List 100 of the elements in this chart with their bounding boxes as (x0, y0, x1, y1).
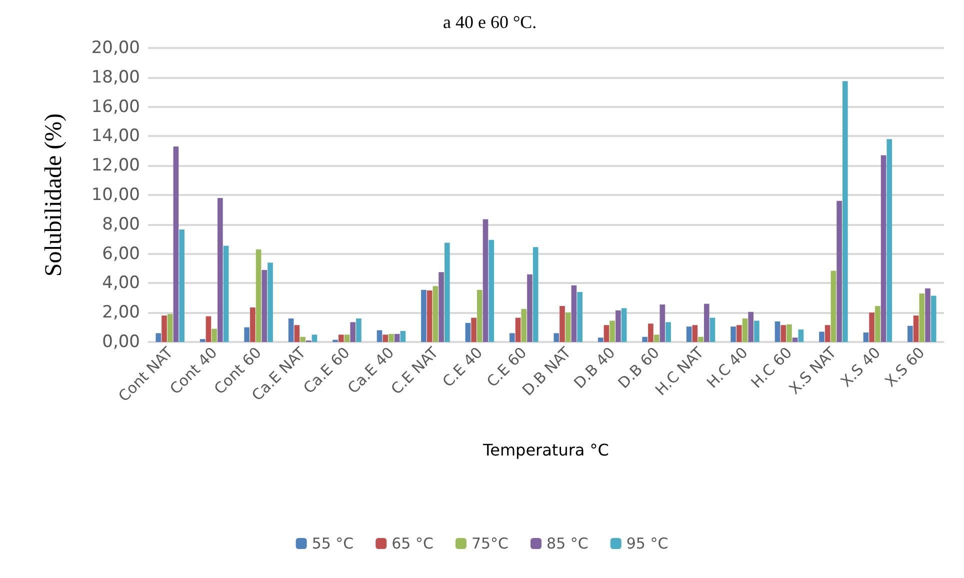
bar (604, 325, 610, 342)
bar (780, 325, 786, 342)
bar (288, 318, 294, 342)
bar (338, 334, 344, 342)
bar (686, 326, 692, 342)
bar (616, 310, 621, 342)
bar (919, 293, 925, 342)
bar (886, 139, 892, 342)
bar (212, 328, 217, 342)
bar (268, 262, 273, 342)
bar (842, 81, 848, 342)
bar (167, 314, 173, 342)
bar (863, 332, 869, 342)
bar (162, 316, 167, 342)
y-tick-label: 16,00 (91, 96, 140, 117)
bar (792, 338, 798, 342)
bar (300, 336, 306, 342)
x-tick-label: C.E 40 (438, 344, 486, 391)
bar (875, 306, 880, 342)
bar (223, 246, 229, 342)
bar (156, 333, 162, 342)
bar (560, 306, 565, 342)
bar (376, 330, 382, 342)
bar (666, 322, 671, 342)
bar (388, 334, 394, 342)
x-tick-label: H.C 40 (703, 344, 752, 392)
y-tick-label: 8,00 (102, 214, 140, 234)
bar (648, 324, 654, 342)
y-tick-label: 4,00 (102, 273, 140, 294)
legend-label: 55 °C (312, 534, 354, 552)
bar (654, 334, 660, 342)
bar (179, 230, 184, 342)
bar (206, 316, 212, 342)
bar (830, 270, 836, 342)
bar (250, 307, 256, 342)
legend-label: 85 °C (546, 534, 588, 552)
bar (515, 318, 521, 342)
bar (742, 318, 748, 342)
bar (598, 338, 604, 342)
bar (610, 320, 615, 342)
bar (477, 290, 482, 342)
bar (218, 198, 223, 342)
bar (774, 321, 780, 342)
bar (692, 325, 698, 342)
bar (482, 219, 488, 342)
bar (754, 320, 760, 342)
x-tick-label: D.B 40 (570, 344, 619, 392)
y-tick-label: 10,00 (91, 185, 140, 205)
bar (400, 330, 406, 342)
y-tick-label: 0,00 (102, 332, 140, 352)
bar (350, 322, 356, 342)
bar (527, 274, 532, 342)
bar (312, 334, 318, 342)
bar (836, 200, 842, 342)
bar (421, 290, 426, 342)
bar (824, 325, 830, 342)
bar (344, 334, 350, 342)
chart-title: a 40 e 60 °C. (443, 12, 537, 32)
bar (930, 296, 936, 342)
bar (786, 324, 792, 342)
bar (621, 308, 627, 342)
bar (798, 330, 804, 342)
bar (660, 304, 666, 342)
bar (294, 325, 300, 342)
y-axis-title: Solubilidade (%) (41, 113, 67, 277)
bar (554, 333, 560, 342)
bar (704, 304, 710, 342)
legend-label: 65 °C (392, 534, 434, 552)
bar (438, 272, 444, 342)
bar (710, 318, 716, 342)
bar (432, 286, 438, 342)
bar (698, 336, 704, 342)
bar (532, 247, 538, 342)
bar (521, 308, 527, 342)
bar (356, 318, 362, 342)
bar (262, 270, 268, 342)
bar (444, 242, 450, 342)
legend-label: 75°C (471, 534, 509, 552)
bar (819, 332, 824, 342)
bar (565, 312, 571, 342)
bar (736, 325, 742, 342)
bar (426, 290, 432, 342)
y-tick-label: 14,00 (91, 126, 140, 146)
bar (471, 318, 476, 342)
bar (880, 155, 886, 342)
bar (244, 327, 250, 342)
bar (925, 288, 930, 342)
y-tick-label: 18,00 (91, 67, 140, 88)
bar (913, 316, 919, 342)
bar (382, 334, 388, 342)
bar (488, 240, 494, 342)
bar (571, 285, 577, 342)
x-axis-title: Temperatura °C (482, 440, 609, 460)
bar (256, 249, 262, 342)
legend-label: 95 °C (626, 534, 668, 552)
bar (465, 322, 471, 342)
bar (908, 326, 913, 342)
bar (394, 334, 400, 342)
y-tick-label: 6,00 (102, 244, 140, 264)
y-tick-label: 20,00 (91, 38, 140, 58)
